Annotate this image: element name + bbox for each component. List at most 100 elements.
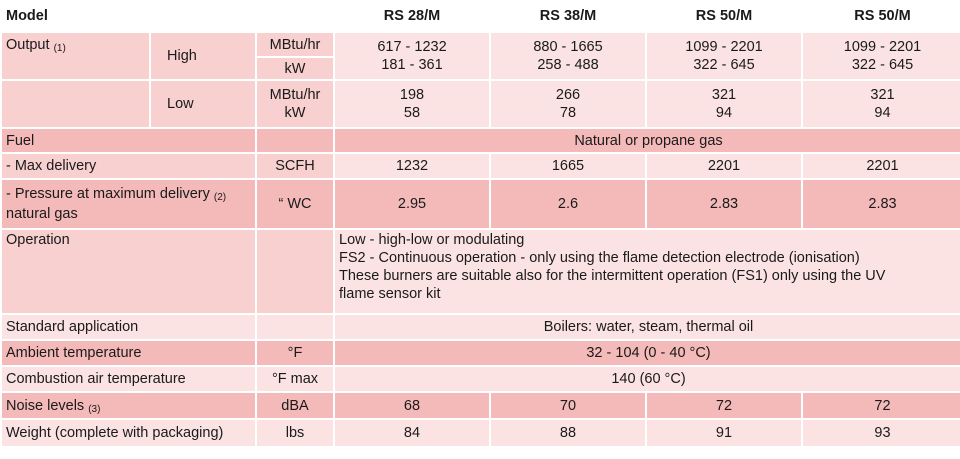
max-delivery-unit: SCFH bbox=[257, 154, 333, 180]
ambient-temperature-value: 32 - 104 (0 - 40 °C) bbox=[335, 341, 960, 367]
combustion-air-unit: °F max bbox=[257, 367, 333, 393]
operation-row: Operation Low - high-low or modulating F… bbox=[2, 230, 960, 315]
weight-value: 91 bbox=[647, 420, 801, 448]
max-delivery-value: 2201 bbox=[803, 154, 960, 180]
output-high-mbtu: 1099 - 2201 bbox=[843, 39, 922, 55]
output-high-cell: 880 - 1665 258 - 488 bbox=[491, 33, 645, 81]
combustion-air-row: Combustion air temperature °F max 140 (6… bbox=[2, 367, 960, 393]
model-name: RS 28/M bbox=[335, 0, 489, 33]
unit-kw-high: kW bbox=[257, 58, 333, 81]
footnote-marker: (2) bbox=[213, 192, 227, 203]
pressure-label: - Pressure at maximum delivery bbox=[6, 186, 210, 202]
unit-kw-low: kW bbox=[284, 105, 306, 121]
ambient-temperature-label: Ambient temperature bbox=[2, 341, 255, 367]
output-high-kw: 322 - 645 bbox=[851, 57, 914, 73]
output-label: Output bbox=[6, 37, 50, 53]
operation-label: Operation bbox=[2, 230, 255, 315]
noise-label-cell: Noise levels (3) bbox=[2, 393, 255, 420]
operation-line: FS2 - Continuous operation - only using … bbox=[339, 250, 860, 266]
output-high-kw-row: kW bbox=[2, 58, 960, 81]
output-low-label: Low bbox=[151, 81, 255, 129]
output-low-kw: 94 bbox=[874, 105, 891, 121]
combustion-air-value: 140 (60 °C) bbox=[335, 367, 960, 393]
fuel-value: Natural or propane gas bbox=[335, 129, 960, 154]
unit-mbtu-high: MBtu/hr bbox=[257, 33, 333, 58]
model-name: RS 38/M bbox=[491, 0, 645, 33]
footnote-marker: (1) bbox=[53, 43, 66, 54]
output-high-cell: 617 - 1232 181 - 361 bbox=[335, 33, 489, 81]
operation-unit-cell bbox=[257, 230, 333, 315]
footnote-marker: (3) bbox=[88, 403, 101, 415]
output-high-mbtu-row: Output (1) High MBtu/hr 617 - 1232 181 -… bbox=[2, 33, 960, 81]
pressure-value: 2.6 bbox=[491, 180, 645, 230]
fuel-unit-cell bbox=[257, 129, 333, 154]
standard-application-unit-cell bbox=[257, 315, 333, 341]
pressure-unit: “ WC bbox=[257, 180, 333, 230]
burner-spec-table: Model RS 28/M RS 38/M RS 50/M RS 50/M Ou… bbox=[2, 0, 960, 448]
weight-unit: lbs bbox=[257, 420, 333, 448]
output-low-mbtu: 198 bbox=[399, 87, 425, 103]
output-low-mbtu: 321 bbox=[711, 87, 737, 103]
noise-row: Noise levels (3) dBA 68 70 72 72 bbox=[2, 393, 960, 420]
operation-text: Low - high-low or modulating FS2 - Conti… bbox=[335, 230, 960, 315]
weight-row: Weight (complete with packaging) lbs 84 … bbox=[2, 420, 960, 448]
output-low-cell: 321 94 bbox=[803, 81, 960, 129]
output-high-mbtu: 617 - 1232 bbox=[377, 39, 447, 55]
weight-value: 93 bbox=[803, 420, 960, 448]
output-high-mbtu: 1099 - 2201 bbox=[685, 39, 763, 55]
spacer-cell bbox=[2, 81, 149, 129]
output-high-kw: 258 - 488 bbox=[537, 57, 599, 73]
output-low-cell: 266 78 bbox=[491, 81, 645, 129]
standard-application-label: Standard application bbox=[2, 315, 255, 341]
standard-application-row: Standard application Boilers: water, ste… bbox=[2, 315, 960, 341]
output-label-cell: Output (1) bbox=[2, 33, 149, 81]
max-delivery-value: 1232 bbox=[335, 154, 489, 180]
pressure-row: - Pressure at maximum delivery (2) natur… bbox=[2, 180, 960, 230]
noise-unit: dBA bbox=[257, 393, 333, 420]
output-high-mbtu: 880 - 1665 bbox=[533, 39, 603, 55]
operation-line: Low - high-low or modulating bbox=[339, 232, 525, 248]
output-low-mbtu: 321 bbox=[870, 87, 895, 103]
operation-line: These burners are suitable also for the … bbox=[339, 268, 886, 284]
pressure-value: 2.95 bbox=[335, 180, 489, 230]
noise-label: Noise levels bbox=[6, 397, 85, 414]
model-name: RS 50/M bbox=[803, 0, 960, 33]
pressure-label-cell: - Pressure at maximum delivery (2) natur… bbox=[2, 180, 255, 230]
max-delivery-value: 1665 bbox=[491, 154, 645, 180]
noise-value: 70 bbox=[491, 393, 645, 420]
max-delivery-label: - Max delivery bbox=[2, 154, 255, 180]
pressure-value: 2.83 bbox=[803, 180, 960, 230]
max-delivery-value: 2201 bbox=[647, 154, 801, 180]
pressure-value: 2.83 bbox=[647, 180, 801, 230]
noise-value: 72 bbox=[647, 393, 801, 420]
units-low: MBtu/hr kW bbox=[257, 81, 333, 129]
pressure-label-gas: natural gas bbox=[6, 206, 78, 222]
output-high-cell: 1099 - 2201 322 - 645 bbox=[803, 33, 960, 81]
combustion-air-label: Combustion air temperature bbox=[2, 367, 255, 393]
fuel-label: Fuel bbox=[2, 129, 255, 154]
max-delivery-row: - Max delivery SCFH 1232 1665 2201 2201 bbox=[2, 154, 960, 180]
output-high-kw: 181 - 361 bbox=[381, 57, 443, 73]
operation-line: flame sensor kit bbox=[339, 286, 441, 302]
header-row: Model RS 28/M RS 38/M RS 50/M RS 50/M bbox=[2, 0, 960, 33]
ambient-temperature-unit: °F bbox=[257, 341, 333, 367]
weight-value: 84 bbox=[335, 420, 489, 448]
fuel-row: Fuel Natural or propane gas bbox=[2, 129, 960, 154]
unit-mbtu-low: MBtu/hr bbox=[269, 87, 321, 103]
ambient-temperature-row: Ambient temperature °F 32 - 104 (0 - 40 … bbox=[2, 341, 960, 367]
output-low-mbtu: 266 bbox=[555, 87, 581, 103]
standard-application-value: Boilers: water, steam, thermal oil bbox=[335, 315, 960, 341]
output-high-kw: 322 - 645 bbox=[693, 57, 755, 73]
weight-value: 88 bbox=[491, 420, 645, 448]
output-high-cell: 1099 - 2201 322 - 645 bbox=[647, 33, 801, 81]
model-name: RS 50/M bbox=[647, 0, 801, 33]
output-low-kw: 58 bbox=[403, 105, 421, 121]
noise-value: 72 bbox=[803, 393, 960, 420]
output-low-kw: 94 bbox=[715, 105, 733, 121]
output-low-row: Low MBtu/hr kW 198 58 266 78 321 94 321 … bbox=[2, 81, 960, 129]
weight-label: Weight (complete with packaging) bbox=[2, 420, 255, 448]
noise-value: 68 bbox=[335, 393, 489, 420]
model-label: Model bbox=[2, 0, 333, 33]
output-low-cell: 198 58 bbox=[335, 81, 489, 129]
output-high-label: High bbox=[151, 33, 255, 81]
